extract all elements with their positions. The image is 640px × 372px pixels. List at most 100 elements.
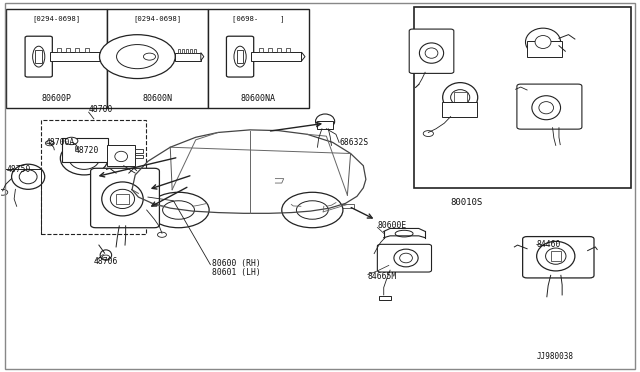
Circle shape [116, 45, 158, 69]
Circle shape [148, 192, 209, 228]
Bar [106, 145, 135, 166]
Text: [0294-0698]: [0294-0698] [134, 15, 182, 22]
Text: 80600NA: 80600NA [241, 93, 276, 103]
Text: 48750: 48750 [6, 165, 31, 174]
Text: [0294-0698]: [0294-0698] [33, 15, 81, 22]
Polygon shape [301, 52, 305, 61]
Ellipse shape [532, 96, 561, 120]
Polygon shape [100, 52, 104, 61]
Ellipse shape [316, 114, 335, 129]
Bar [41, 119, 146, 234]
Text: 48700A: 48700A [46, 138, 76, 147]
Ellipse shape [525, 28, 561, 56]
Bar [268, 48, 272, 52]
Text: JJ980038: JJ980038 [537, 352, 573, 361]
Ellipse shape [451, 90, 470, 105]
Text: [0698-     ]: [0698- ] [232, 15, 284, 22]
Ellipse shape [33, 46, 45, 67]
Bar [208, 9, 308, 109]
Circle shape [100, 35, 175, 78]
Bar [259, 48, 263, 52]
Text: 84665M: 84665M [368, 272, 397, 281]
Bar [414, 7, 631, 188]
FancyBboxPatch shape [523, 237, 594, 278]
Bar [6, 9, 107, 109]
Ellipse shape [12, 164, 45, 189]
Text: 80600 (RH): 80600 (RH) [212, 259, 260, 268]
Bar [178, 49, 180, 52]
Bar [286, 48, 290, 52]
Bar [76, 48, 79, 52]
Ellipse shape [395, 230, 413, 237]
Text: 68632S: 68632S [339, 138, 369, 147]
Ellipse shape [399, 253, 412, 263]
Text: 80600N: 80600N [143, 93, 173, 103]
Circle shape [102, 255, 109, 260]
FancyBboxPatch shape [378, 244, 431, 272]
Bar [182, 49, 184, 52]
Text: 80600E: 80600E [378, 221, 406, 230]
Circle shape [163, 201, 195, 219]
Bar [107, 9, 208, 109]
Ellipse shape [425, 48, 438, 58]
Bar [50, 52, 100, 61]
Bar [67, 48, 70, 52]
Circle shape [143, 53, 156, 60]
Bar [237, 50, 243, 64]
Circle shape [0, 189, 8, 195]
Bar [175, 52, 201, 61]
Bar [251, 52, 301, 61]
Text: 80601 (LH): 80601 (LH) [212, 268, 260, 277]
Bar [135, 155, 143, 158]
Bar [454, 92, 467, 103]
Ellipse shape [537, 241, 575, 271]
Bar [190, 49, 192, 52]
Ellipse shape [539, 102, 554, 114]
Polygon shape [201, 52, 204, 61]
Circle shape [282, 192, 343, 228]
Ellipse shape [394, 249, 418, 267]
Ellipse shape [69, 147, 100, 169]
Circle shape [423, 131, 433, 137]
FancyBboxPatch shape [91, 168, 159, 228]
Ellipse shape [443, 83, 477, 112]
FancyBboxPatch shape [25, 36, 52, 77]
Bar [277, 48, 281, 52]
Bar [550, 251, 561, 261]
Text: 48720: 48720 [75, 147, 99, 155]
Ellipse shape [60, 142, 108, 175]
Bar [527, 41, 562, 57]
Ellipse shape [545, 248, 566, 264]
Bar [342, 204, 354, 208]
Bar [84, 48, 88, 52]
Circle shape [157, 232, 166, 237]
Ellipse shape [102, 182, 143, 216]
Bar [380, 296, 391, 301]
Ellipse shape [110, 189, 134, 209]
Ellipse shape [419, 43, 444, 63]
FancyBboxPatch shape [227, 36, 253, 77]
Text: 84460: 84460 [537, 240, 561, 249]
Text: 48700: 48700 [89, 105, 113, 115]
Ellipse shape [115, 151, 127, 161]
Bar [116, 194, 129, 204]
Bar [135, 149, 143, 153]
Ellipse shape [100, 250, 111, 260]
Ellipse shape [234, 46, 246, 67]
FancyBboxPatch shape [517, 84, 582, 129]
Text: 80010S: 80010S [451, 198, 483, 207]
Bar [62, 138, 108, 162]
Bar [317, 121, 333, 129]
Circle shape [45, 141, 54, 146]
Text: 48706: 48706 [94, 257, 118, 266]
FancyBboxPatch shape [409, 29, 454, 73]
Circle shape [65, 137, 78, 145]
Circle shape [296, 201, 328, 219]
Bar [58, 48, 61, 52]
Bar [194, 49, 196, 52]
Bar [442, 102, 477, 116]
Bar [35, 50, 42, 64]
Bar [186, 49, 188, 52]
Ellipse shape [19, 170, 37, 184]
Text: 80600P: 80600P [42, 93, 72, 103]
